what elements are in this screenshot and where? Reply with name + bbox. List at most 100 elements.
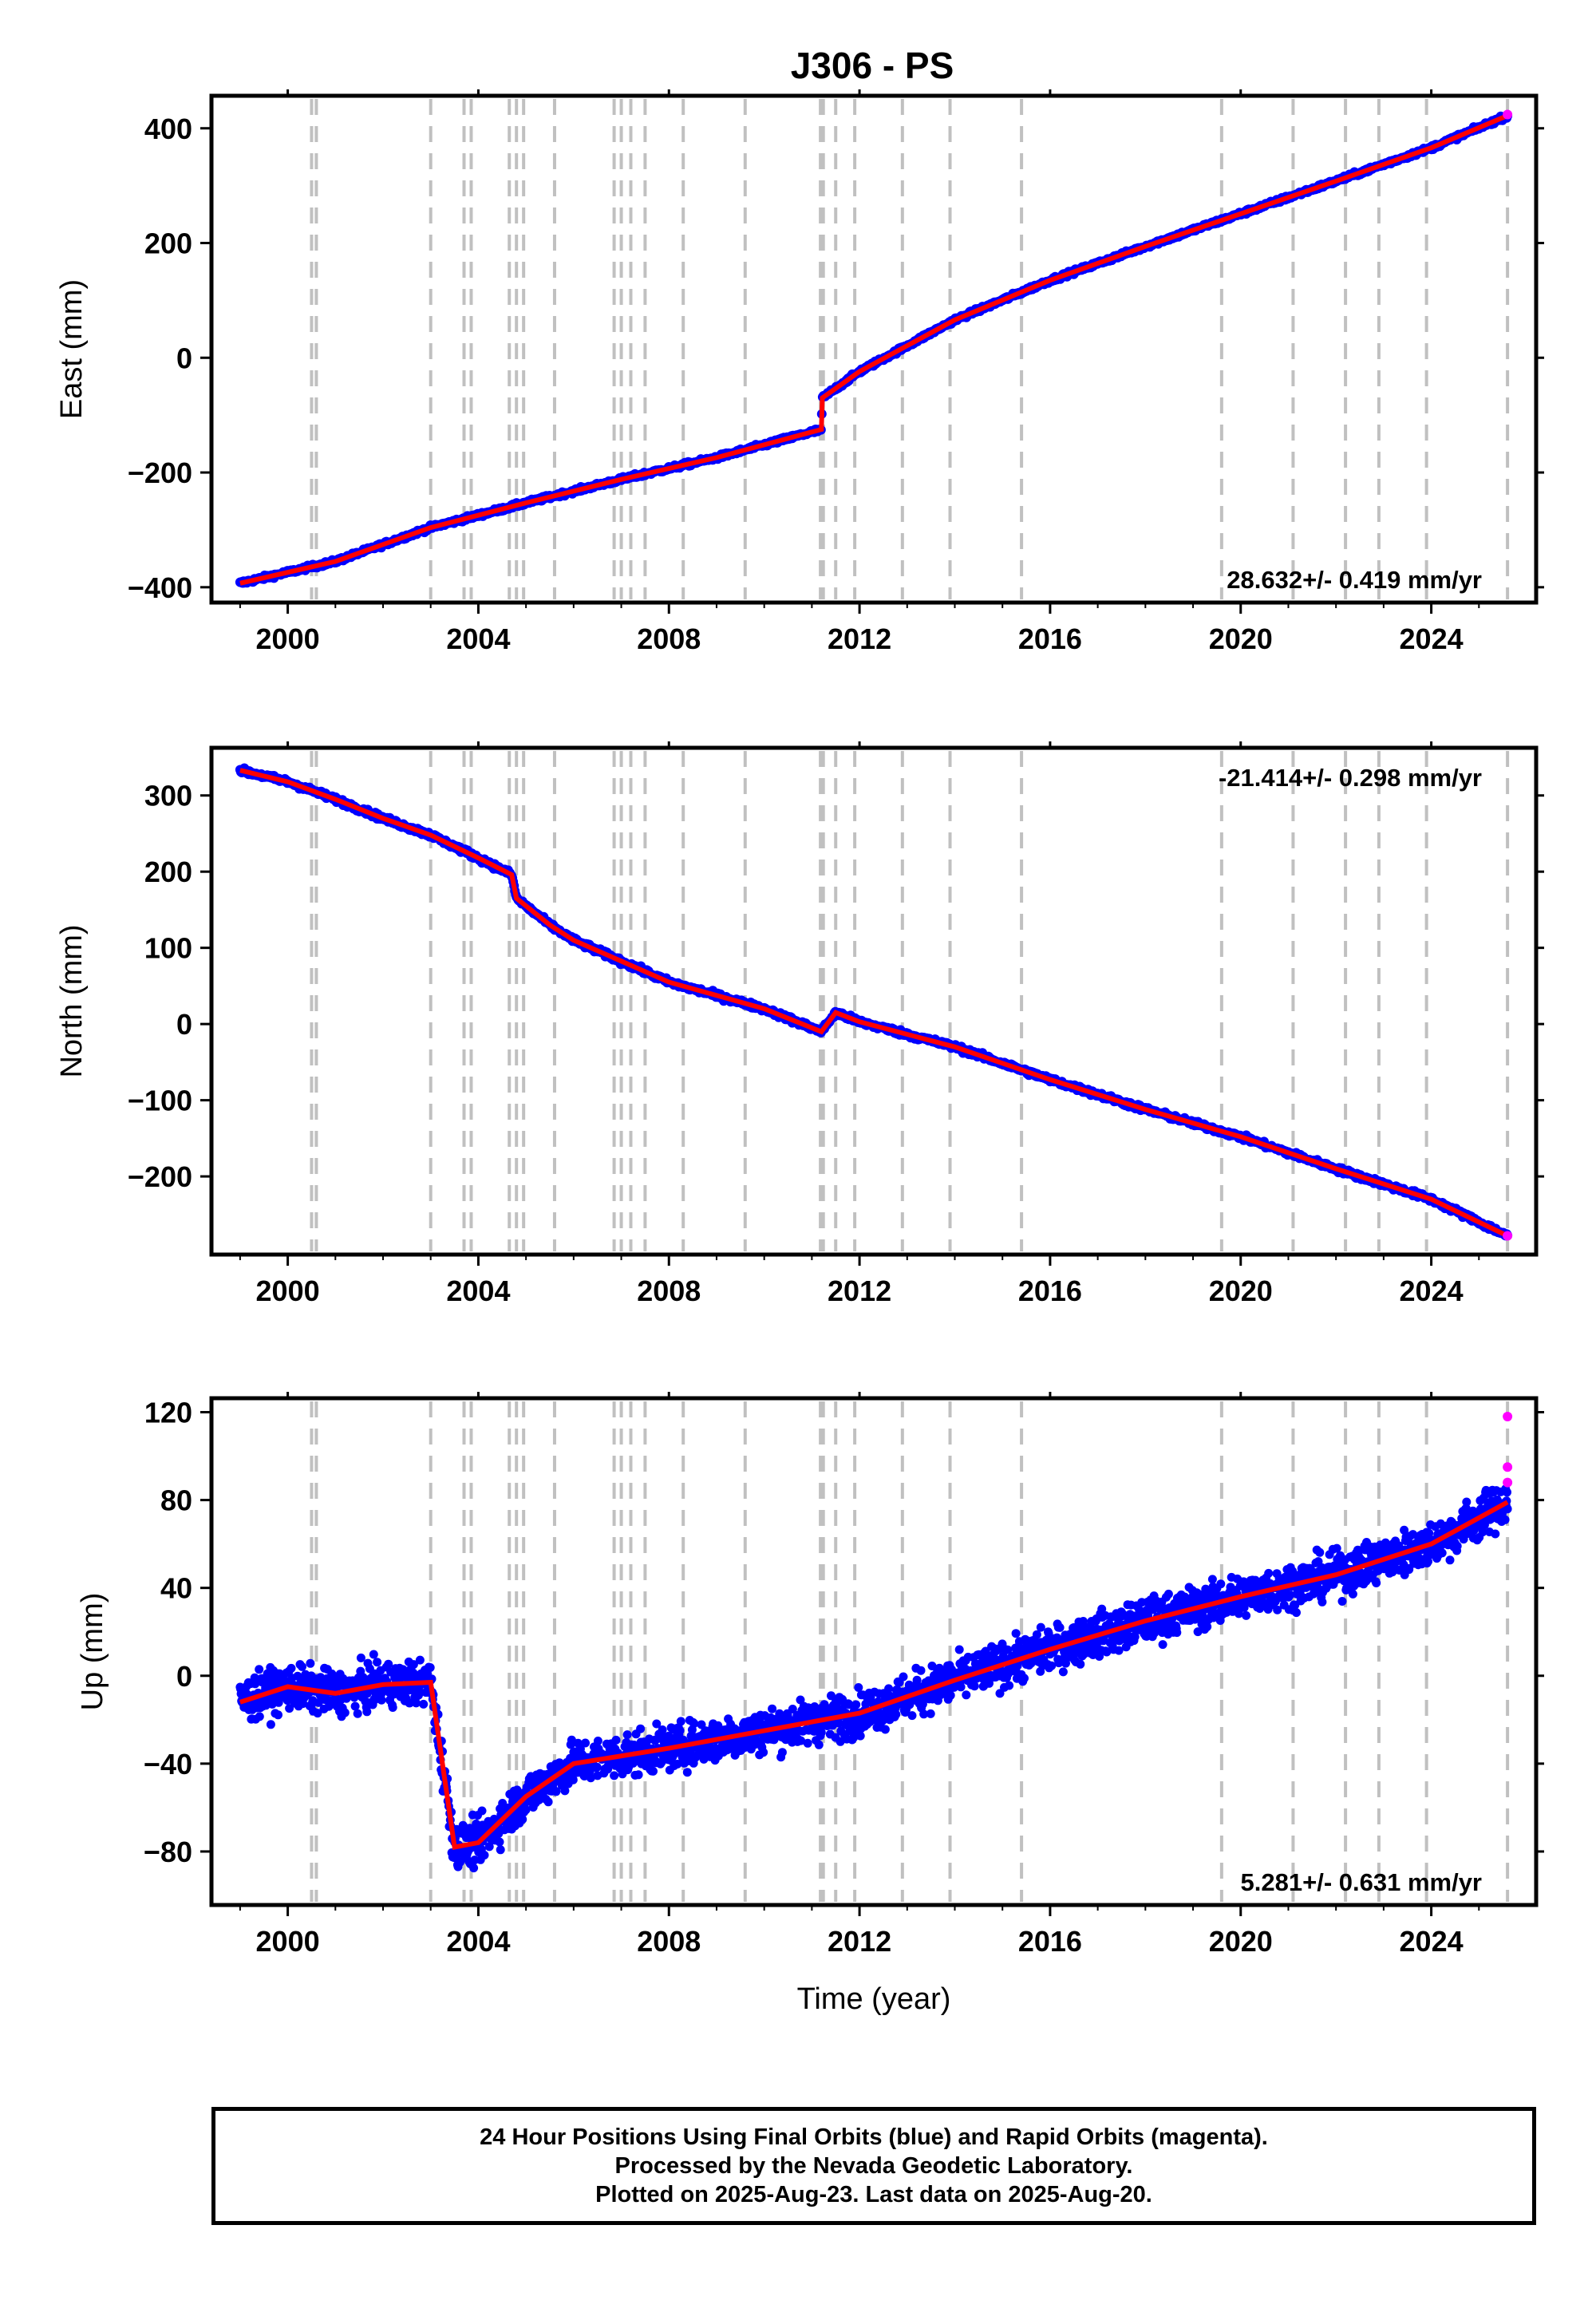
final-orbit-point xyxy=(788,1705,797,1713)
rapid-orbit-point xyxy=(1503,1231,1513,1241)
x-tick-label: 2016 xyxy=(1018,622,1082,655)
final-orbit-point xyxy=(673,1759,682,1769)
panel-2: 2000 2004 2008 2012 2016 2020 2024−80−40040801… xyxy=(76,1392,1544,2016)
final-orbit-point xyxy=(899,1672,908,1682)
final-orbit-point xyxy=(611,1735,621,1745)
x-tick-label: 2008 xyxy=(637,1275,701,1307)
final-orbit-point xyxy=(405,1698,414,1708)
event-lines xyxy=(310,1401,1510,1902)
final-orbit-point xyxy=(251,1679,260,1689)
final-orbit-point xyxy=(880,1725,890,1734)
final-orbit-point xyxy=(954,1645,964,1654)
final-orbits-points xyxy=(235,111,1513,588)
final-orbit-point xyxy=(477,1806,487,1816)
plot-frame xyxy=(209,745,1539,1257)
y-tick-label: 200 xyxy=(144,227,192,260)
x-axis: 2000 2004 2008 2012 2016 2020 2024 xyxy=(239,89,1480,655)
final-orbit-point xyxy=(649,1766,658,1776)
x-tick-label: 2008 xyxy=(637,622,701,655)
x-tick-label: 2004 xyxy=(446,622,510,655)
final-orbit-point xyxy=(369,1650,378,1659)
final-orbit-point xyxy=(855,1731,865,1741)
final-orbit-point xyxy=(353,1709,362,1718)
final-orbit-point xyxy=(919,1709,929,1719)
final-orbit-point xyxy=(916,1666,926,1675)
final-orbit-point xyxy=(1003,1645,1013,1654)
model-line xyxy=(239,113,1509,586)
final-orbit-point xyxy=(518,1815,527,1824)
final-orbit-point xyxy=(1047,1661,1057,1670)
final-orbit-point xyxy=(1032,1630,1041,1639)
final-orbit-point xyxy=(592,1762,602,1772)
final-orbit-point xyxy=(480,1851,489,1860)
y-tick-label: −400 xyxy=(128,571,192,604)
final-orbit-point xyxy=(1058,1667,1068,1677)
final-orbit-point xyxy=(495,1837,504,1847)
final-orbit-point xyxy=(255,1665,264,1674)
x-tick-label: 2012 xyxy=(828,622,891,655)
final-orbit-point xyxy=(759,1748,768,1757)
final-orbit-point xyxy=(377,1695,386,1705)
model-line xyxy=(239,768,1509,1239)
final-orbit-point xyxy=(956,1682,966,1692)
event-lines xyxy=(310,99,1510,599)
final-orbit-point xyxy=(496,1845,505,1855)
final-orbit-point xyxy=(926,1709,935,1718)
final-orbit-point xyxy=(1036,1622,1045,1632)
final-orbit-point xyxy=(985,1678,994,1688)
x-tick-label: 2024 xyxy=(1400,1275,1464,1307)
y-tick-label: −200 xyxy=(128,1160,192,1193)
x-tick-label: 2000 xyxy=(256,1275,320,1307)
panel-0: 2000 2004 2008 2012 2016 2020 2024−400−2000200… xyxy=(55,89,1544,655)
final-orbit-point xyxy=(1076,1659,1085,1669)
final-orbits-points xyxy=(235,1484,1512,1873)
rapid-orbit-point xyxy=(1503,109,1513,120)
final-orbit-point xyxy=(266,1720,275,1729)
final-orbit-point xyxy=(686,1746,695,1756)
y-tick-label: 200 xyxy=(144,856,192,888)
final-orbit-point xyxy=(854,1683,863,1692)
final-orbit-point xyxy=(682,1768,692,1777)
x-tick-label: 2004 xyxy=(446,1275,510,1307)
final-orbit-point xyxy=(676,1717,685,1726)
final-orbit-point xyxy=(340,1708,350,1717)
final-orbit-point xyxy=(373,1658,382,1667)
final-orbit-point xyxy=(814,1740,824,1749)
final-orbit-point xyxy=(849,1733,859,1742)
final-orbit-point xyxy=(622,1730,632,1740)
final-orbit-point xyxy=(286,1663,296,1673)
final-orbit-point xyxy=(1011,1629,1021,1638)
final-orbit-point xyxy=(581,1738,590,1748)
final-orbit-point xyxy=(298,1662,306,1671)
final-orbit-point xyxy=(425,1663,435,1672)
final-orbit-point xyxy=(313,1709,322,1718)
final-orbit-point xyxy=(274,1710,282,1720)
panel-1: 2000 2004 2008 2012 2016 2020 2024−200−1000100… xyxy=(55,741,1544,1307)
final-orbit-point xyxy=(636,1724,646,1733)
y-tick-label: 300 xyxy=(144,780,192,812)
final-orbit-point xyxy=(358,1673,368,1682)
final-orbit-point xyxy=(255,1712,264,1721)
x-tick-label: 2016 xyxy=(1018,1275,1082,1307)
final-orbit-point xyxy=(803,1738,812,1748)
y-tick-label: 100 xyxy=(144,932,192,965)
final-orbit-point xyxy=(409,1660,418,1670)
final-orbit-point xyxy=(362,1707,372,1717)
final-orbit-point xyxy=(777,1748,787,1757)
final-orbit-point xyxy=(884,1684,894,1694)
final-orbit-point xyxy=(469,1863,479,1873)
final-orbit-point xyxy=(1044,1629,1053,1638)
rapid-orbits-points xyxy=(1503,1231,1513,1241)
y-tick-label: −100 xyxy=(128,1085,192,1117)
final-orbit-point xyxy=(634,1770,643,1780)
final-orbit-point xyxy=(419,1699,429,1709)
final-orbit-point xyxy=(970,1682,979,1691)
rate-label: 28.632+/- 0.419 mm/yr xyxy=(1227,566,1482,594)
final-orbit-point xyxy=(415,1655,425,1665)
final-orbit-point xyxy=(384,1659,393,1669)
final-orbit-point xyxy=(350,1701,360,1711)
rate-label: -21.414+/- 0.298 mm/yr xyxy=(1219,764,1482,792)
final-orbit-point xyxy=(1020,1674,1029,1683)
